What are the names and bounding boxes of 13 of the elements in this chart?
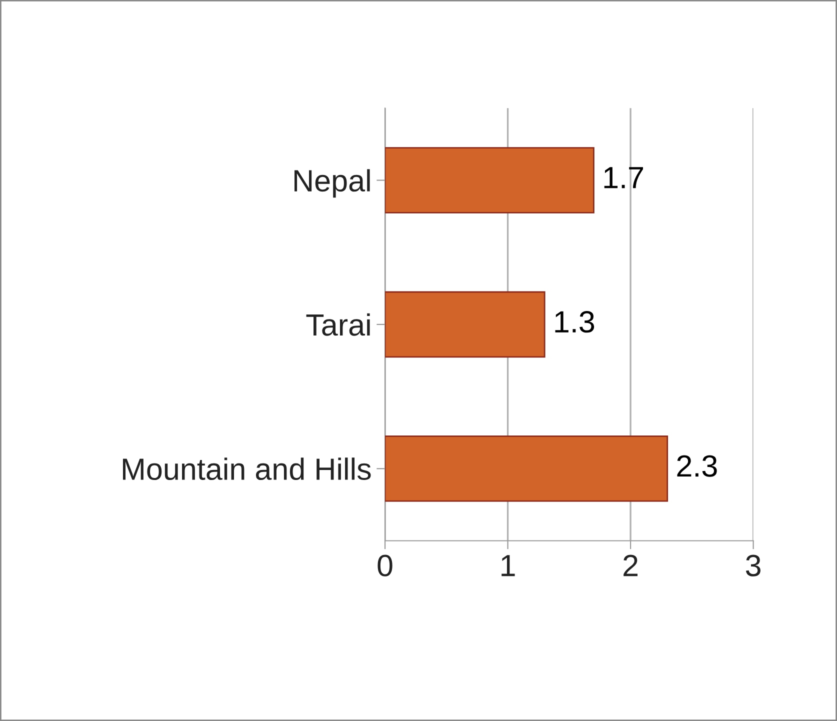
data-label: 2.3: [677, 455, 717, 477]
x-tick-label: 1: [502, 555, 515, 576]
y-tick-label: Mountain and Hills: [122, 458, 371, 480]
data-label: 1.7: [604, 167, 643, 188]
y-tick-label: Nepal: [294, 169, 370, 198]
x-tick-label: 3: [746, 554, 760, 576]
x-tick-label: 2: [624, 554, 638, 576]
data-label: 1.3: [555, 311, 594, 333]
bar: [385, 436, 668, 502]
x-tick-label: 0: [378, 554, 392, 576]
bar: [385, 291, 546, 358]
bar: [385, 147, 594, 214]
y-tick-label: Tarai: [306, 313, 370, 336]
